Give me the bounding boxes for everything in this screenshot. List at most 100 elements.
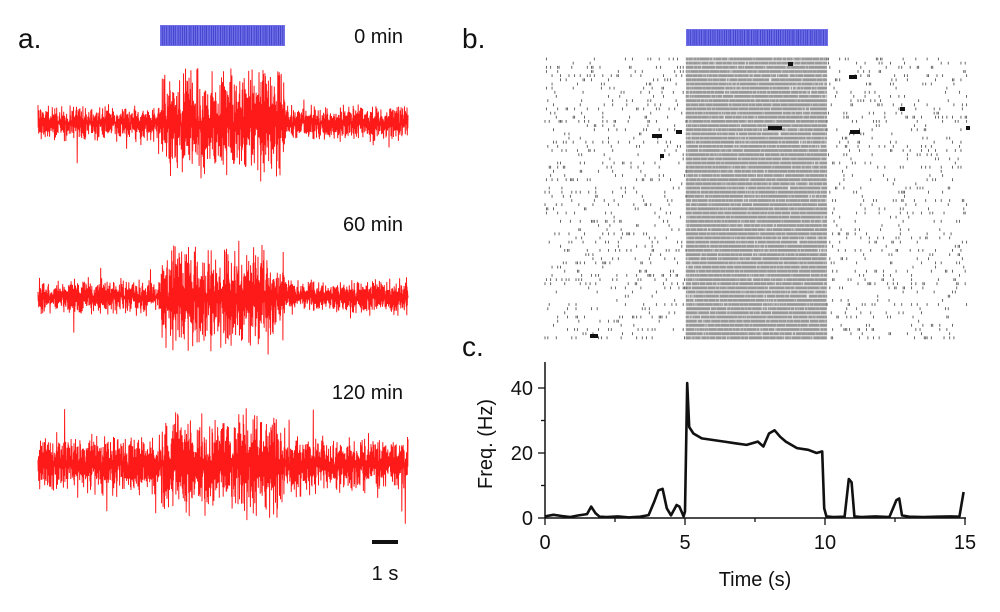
raster-trial-spont-spikes — [613, 215, 910, 219]
y-tick-label: 20 — [511, 443, 533, 465]
raster-trial-spont-spikes — [554, 90, 960, 94]
raster-trial-stim-spikes — [686, 82, 827, 86]
raster-trial-stim-spikes — [685, 186, 828, 190]
raster-trial-spont-spikes — [545, 70, 966, 73]
raster-trial-stim-spikes — [685, 257, 827, 261]
raster-trial-stim-spikes — [685, 99, 828, 102]
raster-trial-stim-spikes — [685, 274, 828, 277]
x-tick-label: 10 — [814, 532, 836, 554]
raster-trial-spont-spikes — [545, 57, 939, 61]
raster-trial-spont-spikes — [547, 307, 949, 311]
raster-trial-spont-spikes — [550, 111, 939, 115]
raster-burst — [966, 126, 970, 130]
raster-trial-stim-spikes — [685, 157, 827, 161]
raster-trial-spont-spikes — [551, 149, 962, 152]
raster-trial-spont-spikes — [544, 190, 944, 194]
raster-trial-spont-spikes — [560, 219, 960, 223]
raster-trial-stim-spikes — [685, 161, 828, 165]
raster-burst — [590, 334, 598, 338]
raster-trial-stim-spikes — [685, 203, 827, 206]
panel-b-label: b. — [462, 23, 485, 54]
x-ticks: 0 5 10 15 — [539, 518, 976, 554]
raster-trial-spont-spikes — [548, 240, 968, 244]
raster-trial-stim-spikes — [685, 278, 827, 281]
raster-trial-spont-spikes — [555, 115, 968, 119]
raster-trial-stim-spikes — [685, 182, 827, 186]
raster-trial-stim-spikes — [685, 207, 828, 211]
trace-0min — [37, 68, 409, 182]
raster-trial-stim-spikes — [685, 61, 828, 65]
raster-trial-stim-spikes — [685, 211, 828, 215]
x-axis-label: Time (s) — [719, 569, 792, 591]
raster-trial-spont-spikes — [557, 319, 920, 323]
raster-trial-spont-spikes — [545, 178, 953, 182]
raster-trial-stim-spikes — [685, 336, 827, 340]
raster-trial-stim-spikes — [685, 244, 828, 248]
raster-trial-spont-spikes — [544, 120, 968, 123]
raster-trial-stim-spikes — [685, 149, 828, 152]
raster-trial-spont-spikes — [545, 65, 934, 69]
raster-trial-stim-spikes — [686, 307, 827, 311]
raster-trial-stim-spikes — [685, 282, 827, 286]
raster-trial-spont-spikes — [545, 107, 963, 111]
raster-trial-stim-spikes — [686, 86, 828, 90]
raster-trial-spont-spikes — [553, 140, 962, 144]
raster-trial-stim-spikes — [685, 315, 827, 319]
raster-trial-stim-spikes — [685, 120, 827, 123]
spike-raster — [544, 57, 970, 340]
raster-trial-stim-spikes — [685, 303, 828, 306]
raster-trial-stim-spikes — [685, 95, 828, 98]
raster-trial-spont-spikes — [553, 103, 968, 107]
raster-trial-spont-spikes — [568, 136, 951, 140]
raster-trial-spont-spikes — [588, 286, 958, 290]
raster-trial-stim-spikes — [685, 78, 827, 82]
raster-trial-stim-spikes — [685, 232, 827, 236]
raster-trial-spont-spikes — [545, 211, 966, 215]
x-tick-label: 5 — [679, 532, 690, 554]
raster-trial-stim-spikes — [685, 65, 827, 69]
raster-trial-stim-spikes — [685, 174, 828, 177]
raster-burst — [849, 75, 857, 79]
trace-1-time-label: 60 min — [343, 214, 403, 236]
raster-trial-stim-spikes — [685, 57, 827, 61]
raster-trial-stim-spikes — [685, 269, 827, 273]
raster-trial-stim-spikes — [685, 261, 828, 265]
raster-trial-spont-spikes — [585, 253, 960, 256]
raster-trial-stim-spikes — [685, 219, 827, 223]
scale-bar-label: 1 s — [372, 563, 399, 585]
raster-trial-spont-spikes — [551, 265, 965, 269]
raster-trial-stim-spikes — [685, 153, 827, 157]
raster-trial-spont-spikes — [609, 157, 959, 161]
raster-trial-spont-spikes — [572, 61, 966, 65]
raster-trial-spont-spikes — [555, 95, 968, 98]
raster-trial-stim-spikes — [685, 107, 827, 111]
raster-trial-stim-spikes — [685, 224, 828, 227]
raster-trial-spont-spikes — [578, 228, 941, 231]
raster-trial-stim-spikes — [685, 165, 827, 169]
raster-trial-spont-spikes — [681, 182, 917, 186]
raster-trial-stim-spikes — [685, 136, 828, 140]
raster-trial-spont-spikes — [555, 290, 956, 294]
panel-a-stimulus-ticks — [161, 26, 284, 45]
raster-trial-spont-spikes — [554, 232, 952, 236]
raster-trial-stim-spikes — [685, 140, 827, 144]
raster-trial-spont-spikes — [567, 328, 948, 331]
raster-trial-stim-spikes — [686, 240, 827, 244]
raster-trial-spont-spikes — [551, 82, 955, 86]
raster-trial-stim-spikes — [685, 253, 827, 256]
y-tick-label: 40 — [511, 378, 533, 400]
raster-trial-spont-spikes — [624, 294, 951, 298]
raster-trial-spont-spikes — [557, 315, 949, 319]
raster-trial-spont-spikes — [553, 128, 962, 132]
raster-trial-stim-spikes — [685, 286, 828, 290]
raster-burst — [676, 130, 682, 134]
raster-trial-spont-spikes — [560, 78, 962, 82]
raster-trial-spont-spikes — [560, 244, 960, 248]
trace-120min — [37, 408, 409, 524]
raster-trial-stim-spikes — [685, 290, 827, 294]
raster-trial-spont-spikes — [592, 257, 963, 261]
raster-trial-spont-spikes — [582, 332, 951, 336]
raster-trial-stim-spikes — [686, 215, 828, 219]
raster-trial-spont-spikes — [548, 186, 951, 190]
